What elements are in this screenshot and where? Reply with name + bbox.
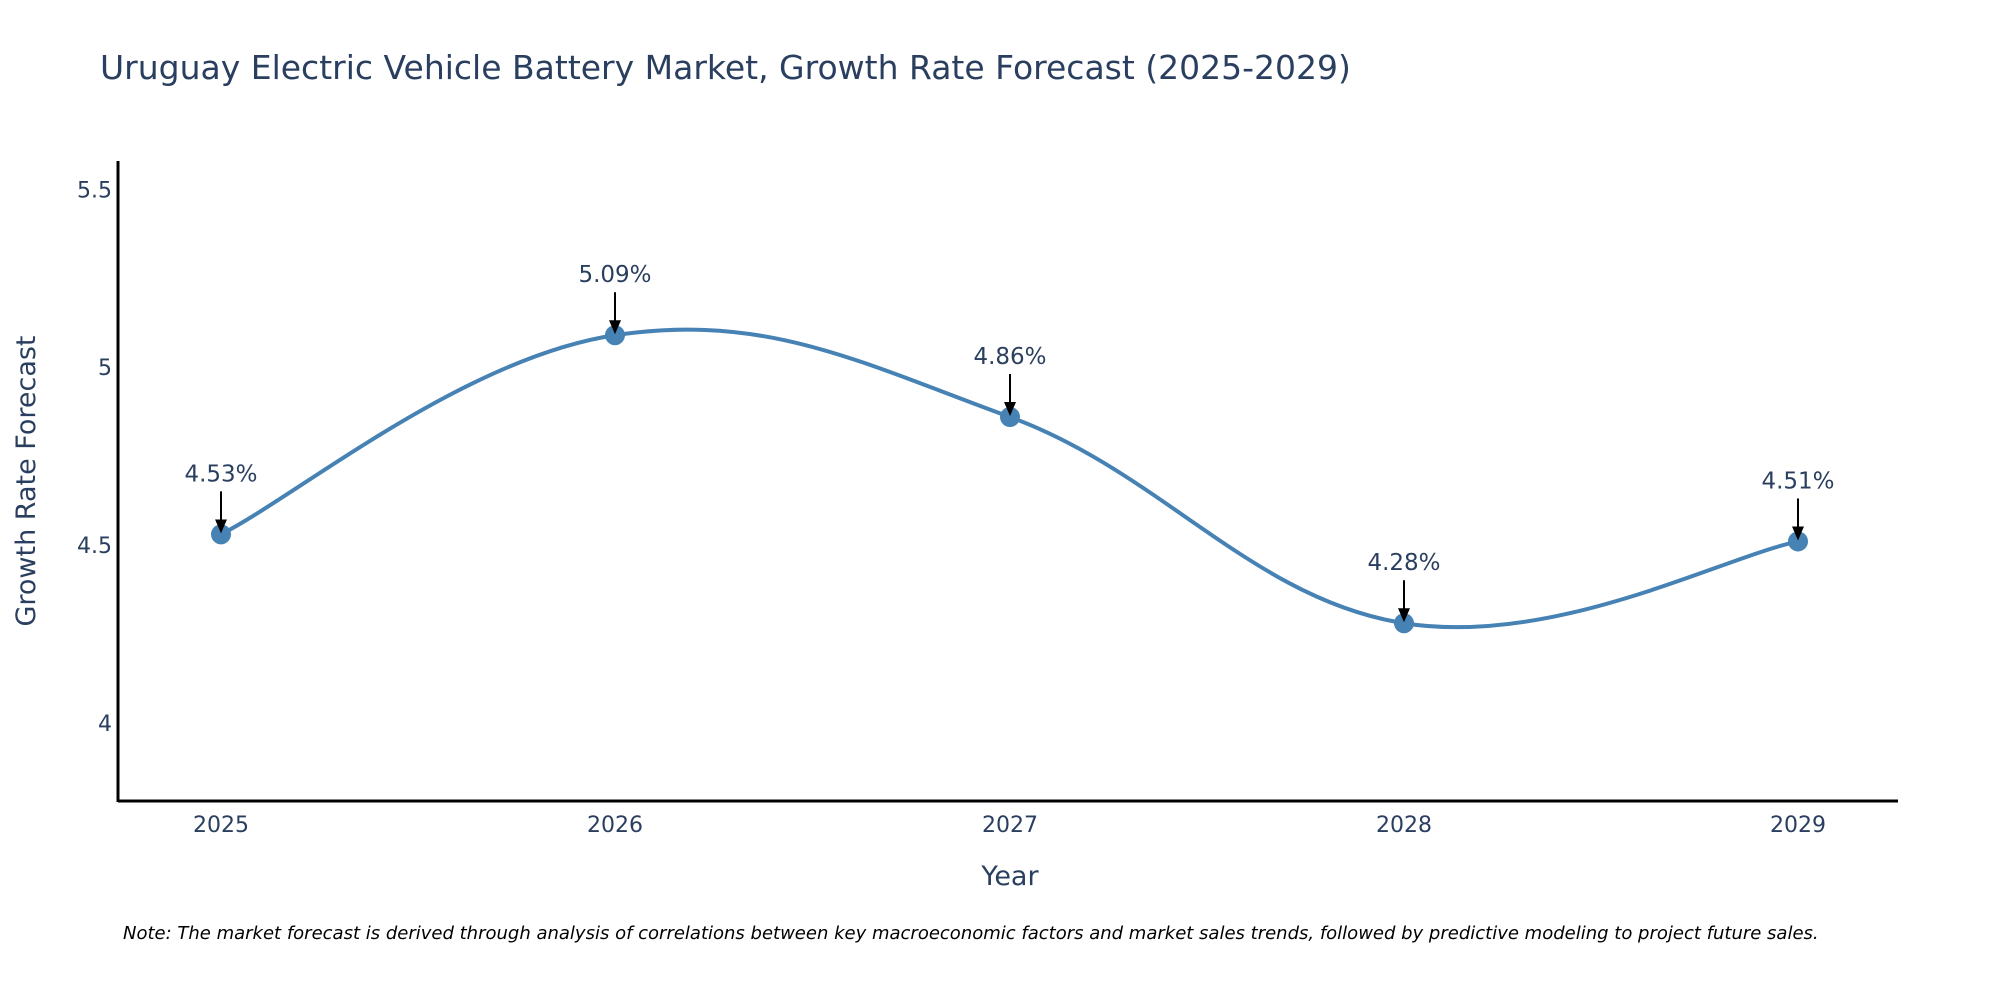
y-axis-title: Growth Rate Forecast	[11, 335, 42, 626]
y-tick-label: 5.5	[77, 178, 112, 203]
y-tick-label: 4	[98, 712, 112, 737]
x-axis-ticks: 2025 2026 2027 2028 2029	[193, 813, 1826, 838]
y-tick-label: 4.5	[77, 534, 112, 559]
data-label: 4.86%	[973, 344, 1046, 370]
data-label: 4.28%	[1367, 550, 1440, 576]
data-markers	[211, 325, 1808, 634]
chart-title: Uruguay Electric Vehicle Battery Market,…	[100, 48, 1351, 87]
y-tick-label: 5	[98, 356, 112, 381]
x-tick-label: 2027	[982, 813, 1038, 838]
footnote: Note: The market forecast is derived thr…	[123, 923, 1819, 944]
data-annotations: 4.53% 5.09% 4.86% 4.28% 4.51%	[184, 262, 1835, 623]
data-label: 5.09%	[578, 262, 651, 288]
x-tick-label: 2026	[587, 813, 643, 838]
data-label: 4.53%	[184, 461, 257, 487]
data-label: 4.51%	[1761, 468, 1834, 494]
x-tick-label: 2028	[1376, 813, 1432, 838]
x-tick-label: 2029	[1770, 813, 1826, 838]
x-tick-label: 2025	[193, 813, 249, 838]
y-axis-ticks: 4 4.5 5 5.5	[77, 178, 112, 736]
x-axis-title: Year	[980, 861, 1039, 892]
